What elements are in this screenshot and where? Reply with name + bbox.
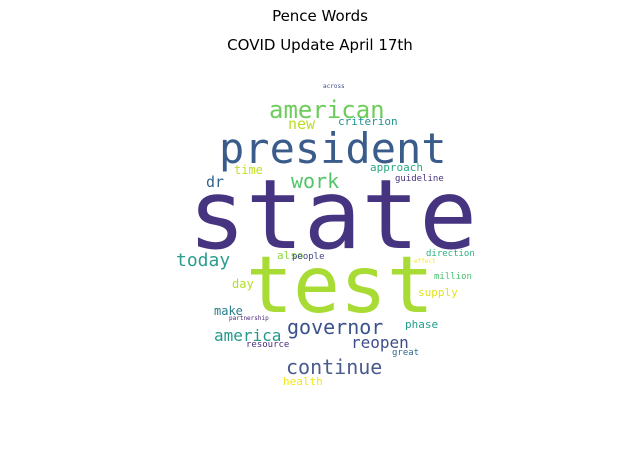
cloud-word-effect: effect: [414, 258, 436, 265]
cloud-word-guideline: guideline: [395, 174, 444, 184]
cloud-word-continue: continue: [286, 355, 382, 379]
cloud-word-time: time: [234, 163, 263, 177]
cloud-word-phase: phase: [405, 318, 438, 331]
cloud-word-make: make: [214, 304, 243, 318]
cloud-word-health: health: [283, 375, 323, 388]
cloud-word-supply: supply: [418, 286, 458, 299]
cloud-word-day: day: [232, 277, 254, 291]
cloud-word-state: state: [188, 159, 477, 271]
cloud-word-reopen: reopen: [351, 333, 409, 352]
cloud-word-million: million: [434, 272, 472, 282]
chart-subtitle: COVID Update April 17th: [227, 36, 413, 54]
cloud-word-new: new: [288, 115, 316, 133]
cloud-word-president: president: [219, 124, 447, 173]
chart-title: Pence Words: [272, 7, 368, 25]
cloud-word-direction: direction: [426, 249, 475, 259]
cloud-word-work: work: [291, 169, 339, 193]
cloud-word-great: great: [392, 348, 419, 358]
cloud-word-dr: dr: [206, 173, 224, 191]
cloud-word-also: also: [277, 249, 304, 262]
cloud-word-governor: governor: [287, 315, 383, 339]
cloud-word-today: today: [176, 250, 230, 271]
cloud-word-across: across: [323, 83, 345, 90]
cloud-word-approach: approach: [370, 161, 423, 174]
cloud-word-criterion: criterion: [338, 115, 398, 128]
cloud-word-american: american: [269, 96, 385, 124]
cloud-word-partnership: partnership: [229, 315, 269, 322]
cloud-word-people: people: [292, 252, 325, 262]
cloud-word-test: test: [246, 241, 434, 331]
cloud-word-resource: resource: [246, 340, 289, 350]
cloud-word-america: america: [214, 326, 281, 345]
